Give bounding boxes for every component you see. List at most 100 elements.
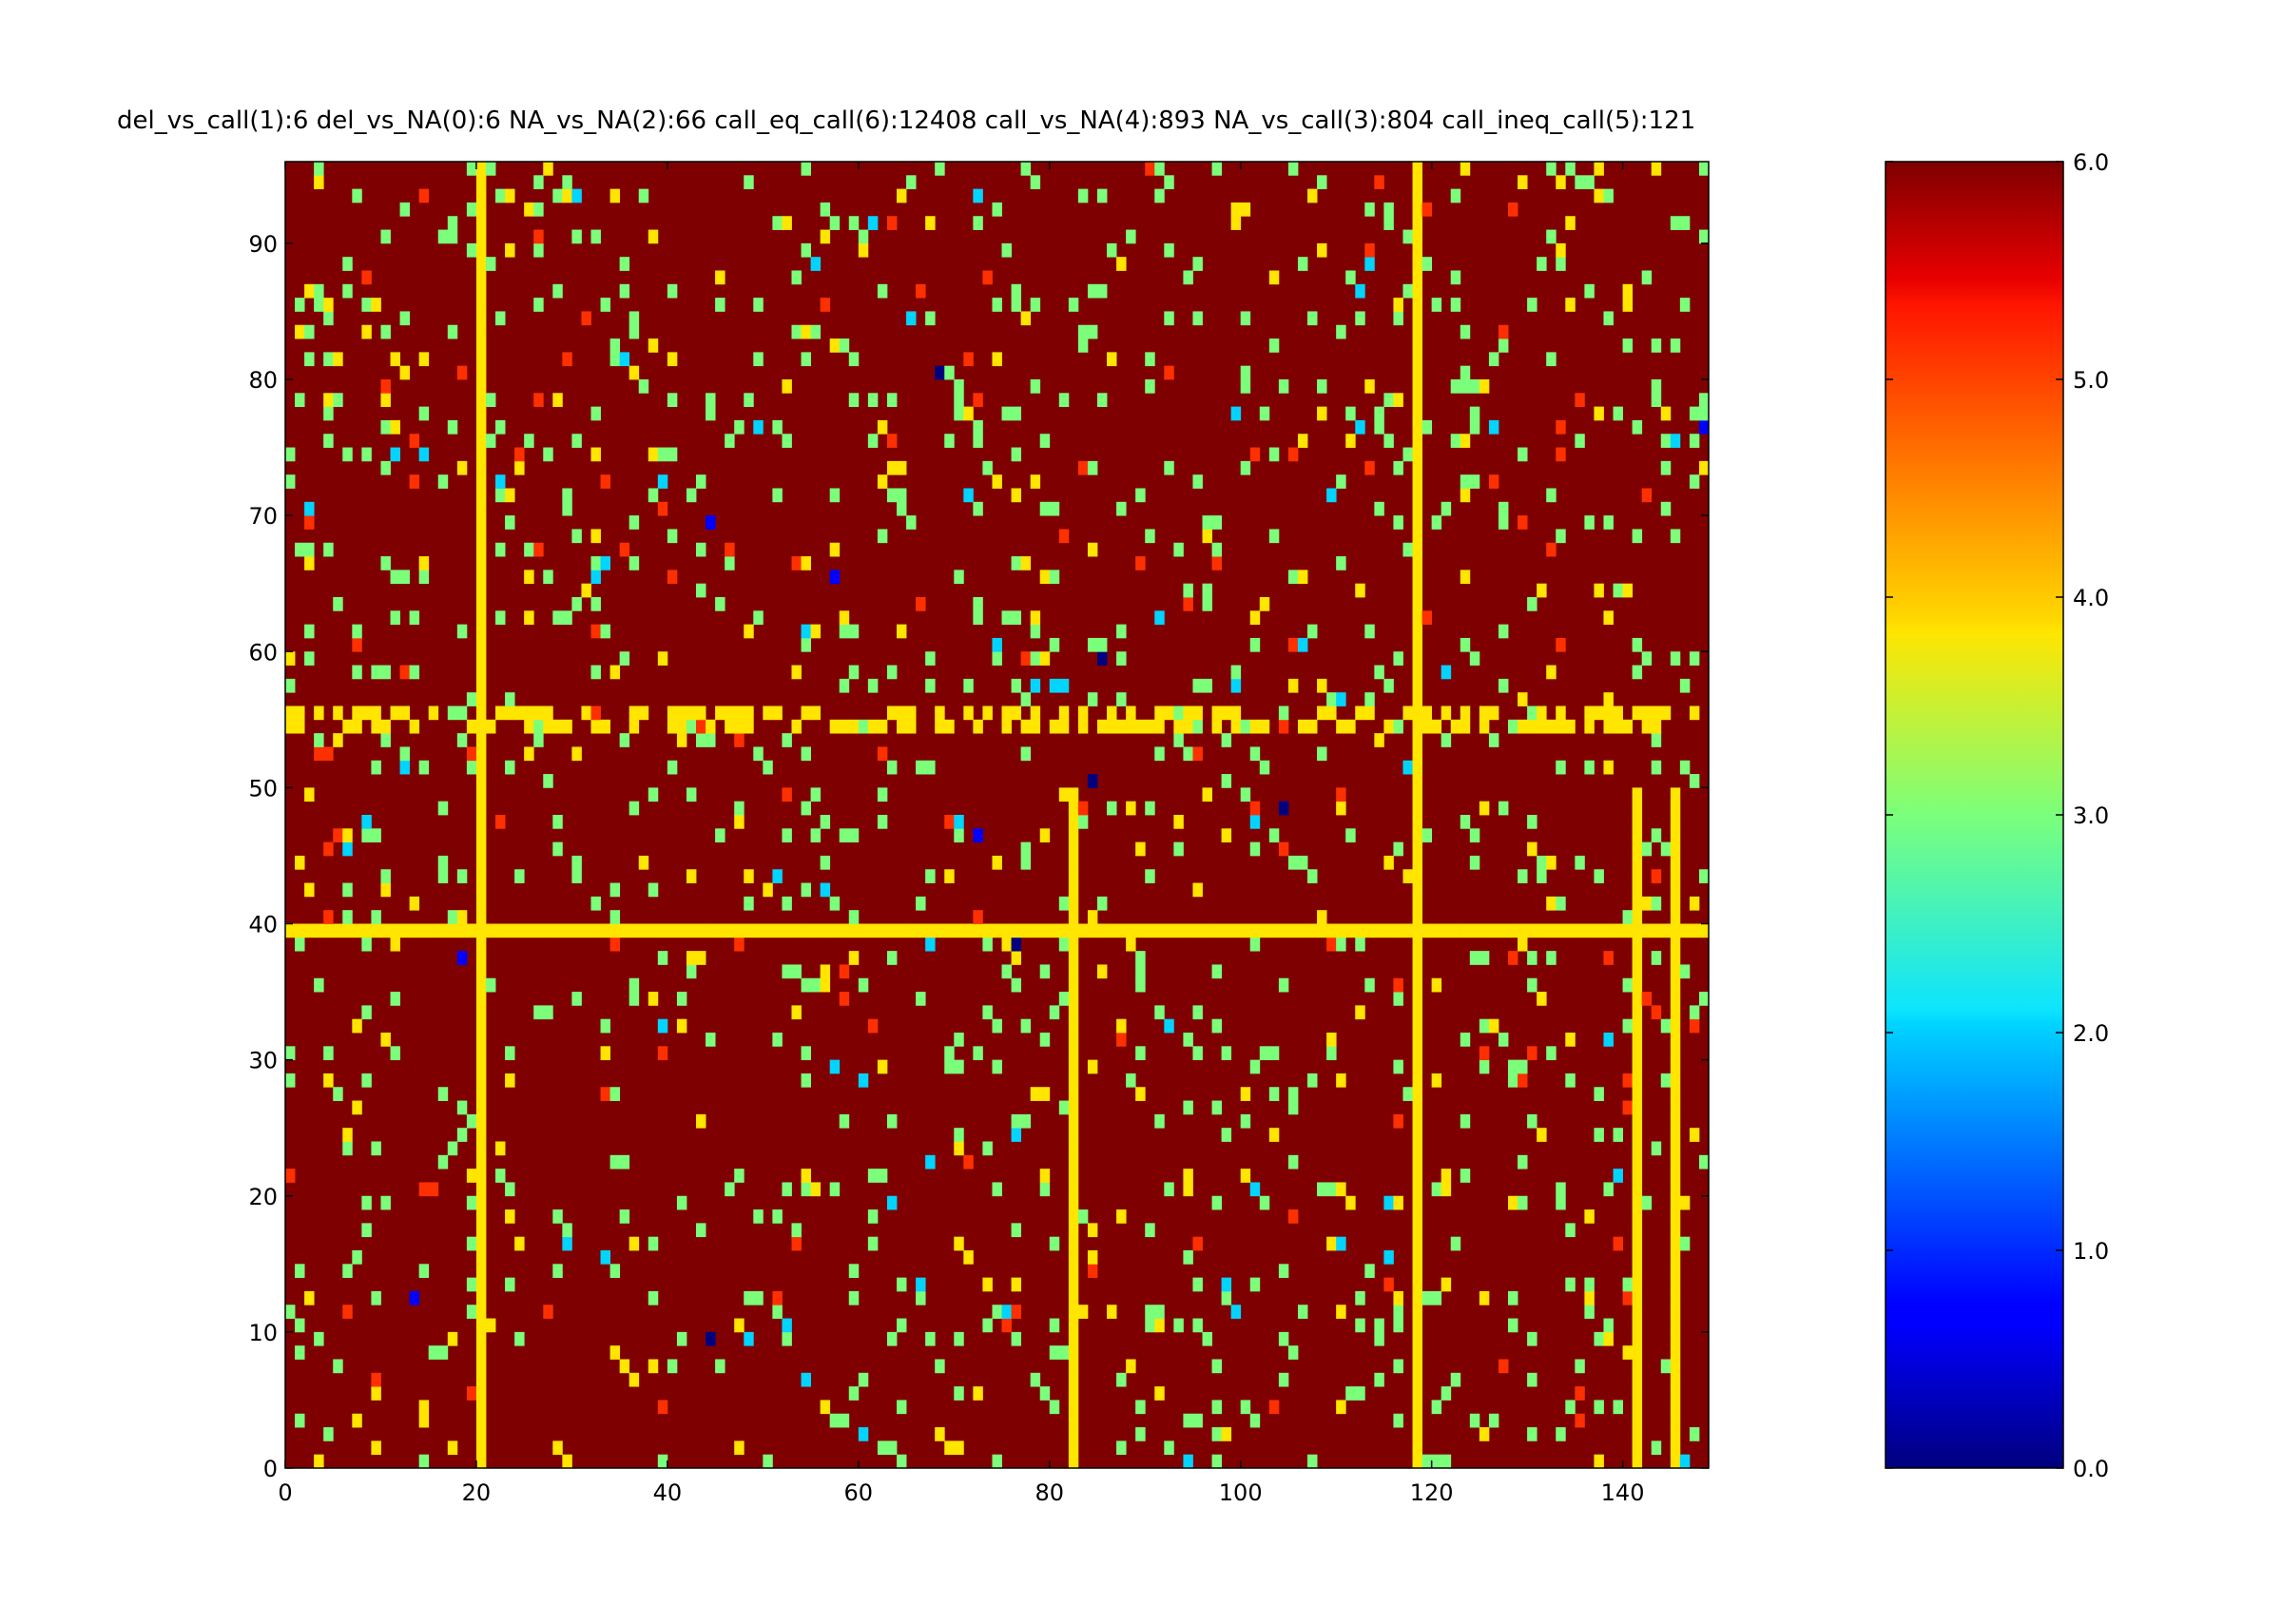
- heatmap-cell: [1450, 1236, 1461, 1251]
- heatmap-cell: [1307, 1454, 1318, 1469]
- heatmap-cell: [829, 216, 841, 230]
- heatmap-cell: [1412, 951, 1422, 965]
- heatmap-cell: [1412, 977, 1422, 993]
- heatmap-cell: [772, 1209, 783, 1224]
- heatmap-cell: [1603, 188, 1614, 203]
- heatmap-cell: [744, 869, 754, 883]
- heatmap-cell: [1011, 706, 1022, 721]
- heatmap-cell: [352, 1018, 362, 1034]
- heatmap-cell: [1469, 419, 1480, 435]
- heatmap-cell: [791, 270, 802, 285]
- heatmap-cell: [1345, 719, 1356, 734]
- heatmap-cell: [1556, 923, 1566, 938]
- heatmap-cell: [706, 719, 716, 734]
- heatmap-cell: [505, 242, 515, 258]
- heatmap-cell: [1249, 719, 1261, 734]
- heatmap-cell: [782, 434, 792, 448]
- heatmap-cell: [1670, 1005, 1681, 1020]
- heatmap-cell: [667, 529, 678, 544]
- heatmap-cell: [944, 719, 955, 734]
- heatmap-cell: [475, 1345, 487, 1360]
- heatmap-cell: [1450, 719, 1461, 734]
- y-tick-label: 0: [263, 1456, 278, 1482]
- heatmap-cell: [1068, 1073, 1079, 1088]
- heatmap-cell: [1126, 801, 1136, 816]
- heatmap-cell: [1670, 1195, 1681, 1210]
- heatmap-cell: [590, 923, 601, 938]
- heatmap-cell: [1412, 175, 1422, 190]
- heatmap-cell: [342, 283, 353, 299]
- heatmap-cell: [1259, 923, 1270, 938]
- heatmap-cell: [390, 419, 400, 435]
- heatmap-cell: [1049, 923, 1060, 938]
- heatmap-cell: [1479, 1059, 1490, 1074]
- heatmap-cell: [1575, 393, 1585, 408]
- heatmap-cell: [1192, 1413, 1203, 1428]
- heatmap-cell: [333, 1359, 343, 1374]
- heatmap-cell: [1689, 774, 1700, 788]
- heatmap-cell: [1030, 610, 1041, 626]
- heatmap-cell: [801, 324, 811, 339]
- heatmap-cell: [1412, 1182, 1422, 1197]
- heatmap-cell: [1412, 406, 1422, 421]
- heatmap-cell: [1011, 1223, 1022, 1238]
- heatmap-cell: [1230, 1305, 1242, 1319]
- heatmap-cell: [475, 515, 487, 530]
- heatmap-cell: [1058, 719, 1070, 734]
- heatmap-cell: [954, 1236, 964, 1251]
- heatmap-cell: [1049, 570, 1060, 585]
- heatmap-cell: [657, 651, 668, 666]
- heatmap-cell: [1240, 379, 1251, 394]
- heatmap-cell: [533, 229, 544, 244]
- heatmap-cell: [696, 719, 706, 734]
- heatmap-cell: [1660, 1018, 1672, 1034]
- heatmap-cell: [600, 1046, 610, 1061]
- heatmap-cell: [1412, 434, 1422, 448]
- heatmap-cell: [1431, 1454, 1442, 1469]
- heatmap-cell: [1135, 951, 1146, 965]
- heatmap-cell: [1670, 1413, 1681, 1428]
- heatmap-cell: [1221, 1290, 1232, 1305]
- heatmap-cell: [437, 801, 449, 816]
- heatmap-cell: [1077, 706, 1089, 721]
- heatmap-cell: [371, 1141, 381, 1156]
- heatmap-cell: [571, 529, 582, 544]
- heatmap-cell: [954, 923, 964, 938]
- heatmap-cell: [667, 393, 678, 408]
- heatmap-cell: [1698, 460, 1710, 475]
- heatmap-cell: [1135, 488, 1146, 503]
- heatmap-cell: [495, 923, 506, 938]
- heatmap-cell: [1268, 828, 1280, 843]
- heatmap-cell: [514, 869, 525, 883]
- heatmap-cell: [1412, 1005, 1422, 1020]
- heatmap-cell: [1565, 923, 1576, 938]
- heatmap-cell: [629, 923, 640, 938]
- heatmap-cell: [1211, 542, 1223, 557]
- heatmap-cell: [399, 760, 411, 775]
- heatmap-cell: [1632, 964, 1643, 979]
- heatmap-cell: [1374, 733, 1384, 747]
- heatmap-cell: [456, 1128, 468, 1142]
- heatmap-cell: [361, 1195, 372, 1210]
- heatmap-cell: [475, 1182, 487, 1197]
- heatmap-cell: [1049, 1318, 1060, 1333]
- heatmap-cell: [1039, 434, 1051, 448]
- heatmap-cell: [456, 951, 468, 965]
- heatmap-cell: [1441, 923, 1452, 938]
- heatmap-cell: [1670, 1277, 1681, 1292]
- heatmap-cell: [1412, 1359, 1422, 1374]
- heatmap-cell: [1479, 951, 1490, 965]
- heatmap-cell: [801, 556, 811, 570]
- heatmap-cell: [1670, 338, 1681, 353]
- heatmap-cell: [1402, 447, 1413, 462]
- heatmap-cell: [1651, 1005, 1662, 1020]
- heatmap-cell: [1670, 992, 1681, 1006]
- heatmap-cell: [1431, 719, 1442, 734]
- heatmap-cell: [533, 706, 544, 721]
- heatmap-cell: [285, 1169, 296, 1183]
- heatmap-cell: [954, 1141, 964, 1156]
- heatmap-cell: [820, 964, 831, 979]
- heatmap-cell: [1488, 706, 1499, 721]
- heatmap-cell: [925, 937, 936, 952]
- heatmap-cell: [696, 923, 706, 938]
